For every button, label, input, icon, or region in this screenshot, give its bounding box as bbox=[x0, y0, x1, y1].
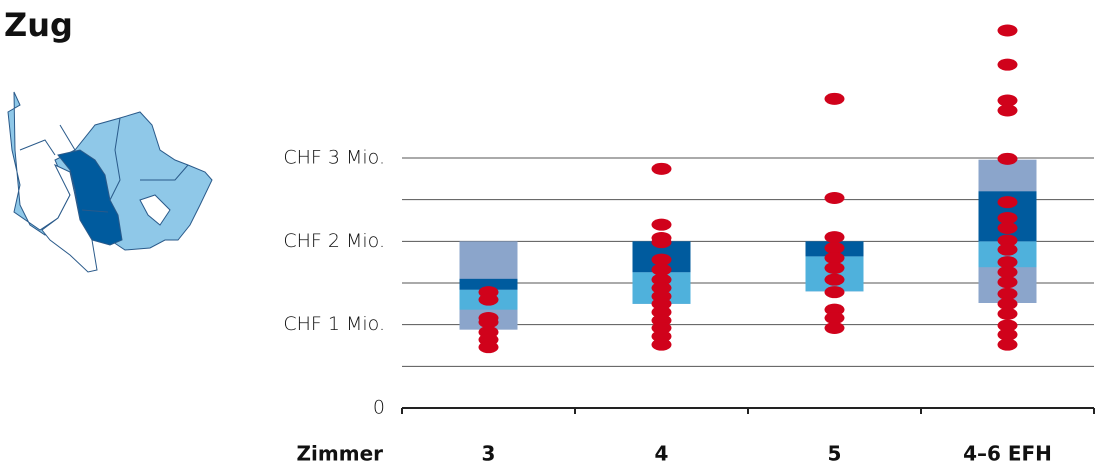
price-dot bbox=[824, 252, 845, 264]
price-dot bbox=[651, 273, 672, 286]
x-axis-label: Zimmer bbox=[297, 442, 384, 466]
price-dot bbox=[997, 58, 1018, 71]
price-dot bbox=[651, 282, 672, 294]
price-dot bbox=[997, 152, 1018, 165]
price-dot bbox=[651, 263, 672, 276]
x-tick-label: 5 bbox=[828, 442, 842, 466]
price-dot bbox=[824, 312, 845, 324]
price-dot bbox=[824, 231, 845, 244]
y-tick-label: 0 bbox=[373, 397, 385, 419]
price-dot bbox=[997, 212, 1018, 224]
x-tick-label: 3 bbox=[482, 442, 496, 466]
x-tick-label: 4 bbox=[655, 442, 669, 466]
price-dot bbox=[651, 162, 672, 175]
price-dot bbox=[997, 243, 1018, 256]
range-box bbox=[459, 278, 518, 290]
price-dot bbox=[997, 287, 1018, 300]
price-dot bbox=[997, 307, 1018, 320]
x-tick-label: 4–6 EFH bbox=[963, 442, 1052, 466]
price-dot bbox=[478, 293, 499, 306]
price-dot bbox=[997, 297, 1018, 310]
price-dot bbox=[997, 276, 1018, 289]
price-dot bbox=[651, 306, 672, 319]
price-dot bbox=[824, 192, 845, 204]
price-dot bbox=[997, 234, 1018, 247]
price-dot bbox=[824, 286, 845, 299]
chart-title: Zug bbox=[4, 6, 73, 44]
price-dot bbox=[824, 303, 845, 316]
price-dot bbox=[997, 104, 1018, 117]
price-dot bbox=[651, 338, 672, 351]
price-dot bbox=[824, 242, 845, 254]
price-dot bbox=[997, 222, 1018, 234]
price-dot bbox=[478, 341, 499, 354]
price-dot bbox=[824, 273, 845, 286]
price-dot bbox=[478, 316, 499, 329]
price-dot bbox=[997, 196, 1018, 209]
price-dot bbox=[824, 262, 845, 274]
price-dot bbox=[824, 322, 845, 334]
y-tick-label: CHF 1 Mio. bbox=[283, 313, 385, 335]
y-tick-label: CHF 3 Mio. bbox=[283, 147, 385, 169]
price-dot bbox=[824, 92, 845, 105]
price-dot bbox=[651, 236, 672, 249]
price-dot bbox=[651, 322, 672, 334]
price-dot bbox=[997, 338, 1018, 351]
price-dot bbox=[997, 319, 1018, 332]
price-dot bbox=[997, 328, 1018, 341]
price-dot bbox=[997, 256, 1018, 269]
price-dot bbox=[997, 266, 1018, 279]
y-tick-label: CHF 2 Mio. bbox=[283, 230, 385, 252]
price-dot bbox=[997, 24, 1018, 37]
price-dot bbox=[651, 297, 672, 310]
price-dot bbox=[651, 218, 672, 231]
map bbox=[7, 91, 213, 273]
price-dot bbox=[651, 253, 672, 266]
price-dot bbox=[651, 330, 672, 343]
price-dot bbox=[997, 94, 1018, 107]
